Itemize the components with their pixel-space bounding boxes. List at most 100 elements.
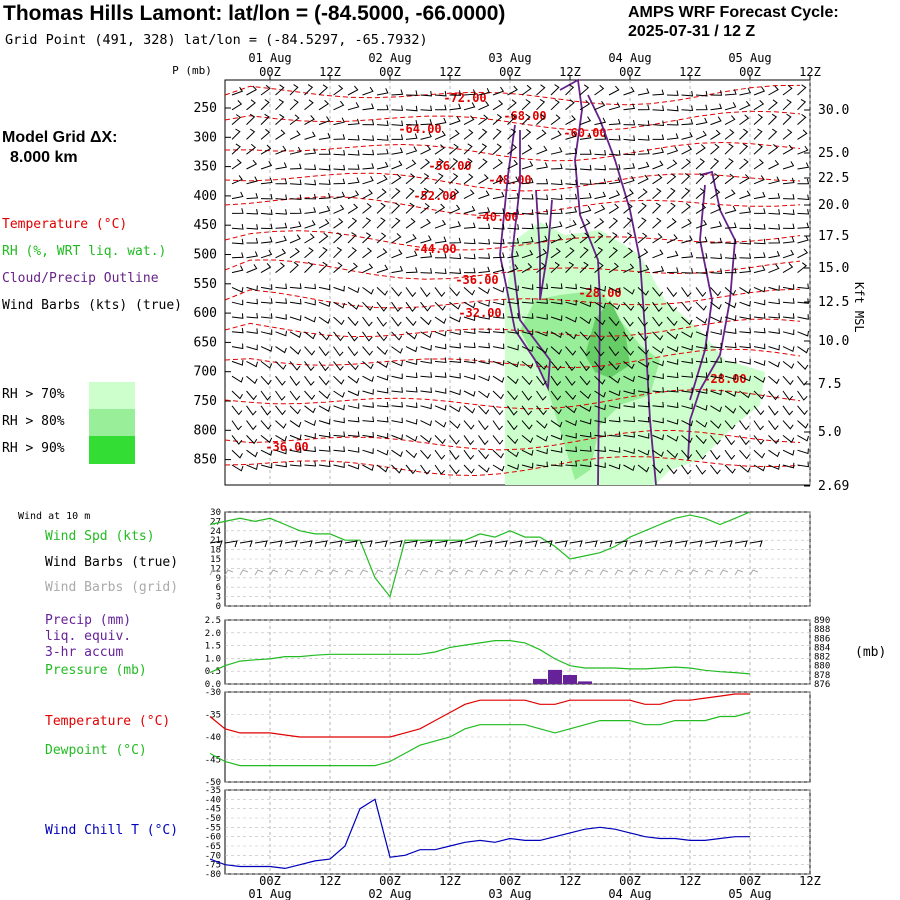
- wind-barb: [710, 253, 723, 260]
- wind-barb: [797, 461, 809, 468]
- wind-barb: [492, 159, 503, 170]
- wind-barb: [710, 158, 720, 170]
- wind10m-grid-barb: [674, 569, 684, 576]
- wind-barb: [536, 98, 546, 111]
- wind10m-grid-barb: [494, 569, 504, 576]
- wind-barb: [695, 252, 708, 259]
- wind-chill-tick-label: -60: [205, 833, 221, 843]
- wind-barb: [536, 330, 548, 337]
- wind-barb: [478, 286, 490, 295]
- wind-barb: [304, 233, 315, 244]
- wind-barb: [275, 420, 287, 429]
- wind-barb: [463, 158, 473, 170]
- wind-barb: [666, 301, 678, 312]
- wind-barb: [289, 114, 300, 125]
- wind-barb: [405, 386, 418, 393]
- wind-barb: [449, 389, 461, 396]
- wind10m-barb: [479, 540, 493, 548]
- wind-barb: [478, 158, 488, 170]
- wind-barb: [347, 346, 359, 357]
- dewpoint-label: Dewpoint (°C): [45, 743, 147, 758]
- wind-barb: [289, 163, 302, 170]
- wind-barb: [797, 262, 808, 273]
- wind10m-barb: [269, 540, 283, 548]
- wind-barb: [652, 301, 663, 312]
- wind-barb: [652, 147, 664, 155]
- wind-barb: [507, 209, 520, 215]
- top-time-tick-label: 00Z: [379, 65, 401, 79]
- wind-barb: [521, 144, 533, 155]
- wind-barb: [753, 238, 766, 245]
- wind-barb: [449, 357, 462, 363]
- wind-barb: [507, 420, 518, 431]
- legend-rh80-swatch: [89, 409, 135, 436]
- wind-barb: [289, 208, 302, 214]
- wind-barb: [652, 187, 662, 199]
- wind-barb: [333, 100, 345, 111]
- wind-barb: [782, 361, 795, 369]
- wind-barb: [652, 401, 664, 408]
- wind-barb: [536, 346, 548, 354]
- wind-barb: [652, 373, 664, 380]
- temperature-contour-label: -68.00: [503, 109, 546, 123]
- cloud-outline: [687, 170, 736, 461]
- wind-barb: [231, 238, 244, 245]
- wind-barb: [521, 236, 534, 244]
- wind-barb: [594, 462, 606, 469]
- bottom-date-label: 01 Aug: [248, 887, 291, 900]
- wind-barb: [565, 331, 577, 340]
- wind-barb: [231, 464, 244, 472]
- height-tick-label: 17.5: [818, 229, 849, 244]
- wind-barb: [304, 316, 316, 323]
- wind-barb: [579, 192, 592, 200]
- wind-barb: [724, 158, 734, 170]
- wind-barb: [739, 300, 751, 307]
- wind-barb: [391, 301, 402, 313]
- wind-barb: [333, 164, 346, 171]
- wind-barb: [463, 102, 476, 111]
- wind-barb: [739, 342, 751, 349]
- precip-tick-label: 1.0: [205, 654, 221, 664]
- wind-barb: [405, 267, 418, 274]
- wind-barb: [492, 100, 504, 111]
- wind-barb: [376, 387, 389, 394]
- wind-barb: [507, 312, 520, 319]
- wind-barb: [637, 120, 650, 127]
- wind-barb: [550, 247, 561, 259]
- wind-barb: [463, 374, 476, 380]
- wind-barb: [275, 375, 286, 386]
- wind-barb: [231, 435, 243, 445]
- wind-barb: [710, 129, 721, 140]
- wind-barb: [536, 390, 547, 401]
- wind-barb: [565, 99, 575, 111]
- wind-barb: [521, 113, 531, 125]
- wind-barb: [391, 387, 403, 393]
- wind-barb: [478, 143, 488, 155]
- wind-barb: [637, 248, 649, 259]
- wind-barb: [507, 264, 519, 274]
- wind-barb: [231, 360, 244, 366]
- wind-barb: [478, 358, 490, 365]
- wind-barb: [681, 449, 693, 460]
- wind-barb: [594, 346, 605, 357]
- wind-barb: [797, 113, 807, 125]
- wind-barb: [449, 253, 462, 260]
- wind-speed-tick-label: 9: [216, 574, 221, 584]
- wind-barb: [782, 298, 795, 304]
- wind10m-grid-barb: [374, 569, 384, 576]
- wind-barb: [507, 405, 518, 416]
- wind-barb: [797, 420, 809, 429]
- wind-barb: [246, 298, 258, 305]
- legend-temperature: Temperature (°C): [2, 217, 128, 232]
- wind-barb: [579, 390, 592, 399]
- wind-barb: [797, 248, 809, 259]
- bottom-time-tick-label: 00Z: [259, 874, 281, 888]
- wind-barb: [434, 449, 446, 460]
- wind-barb: [405, 316, 417, 327]
- wind-barb: [304, 193, 317, 200]
- wind-barb: [333, 218, 344, 229]
- wind-barb: [724, 222, 737, 229]
- wind-speed-tick-label: 30: [210, 508, 221, 518]
- wind-barb: [681, 251, 694, 259]
- wind-barb: [362, 119, 375, 126]
